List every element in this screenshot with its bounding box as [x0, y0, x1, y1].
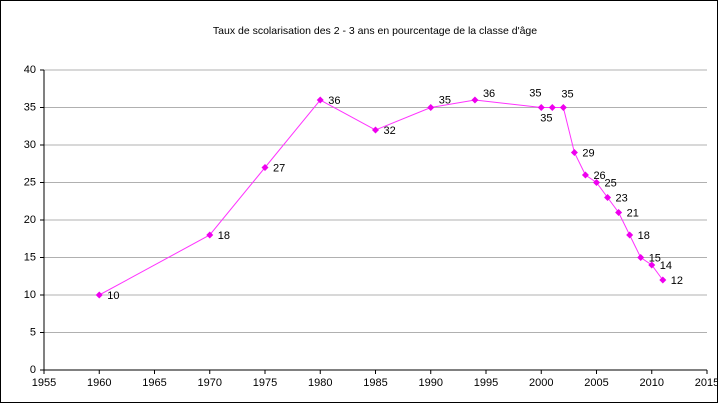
data-label: 35 — [561, 88, 573, 100]
x-tick-label: 1960 — [87, 377, 111, 389]
data-label: 10 — [107, 290, 119, 302]
data-label: 12 — [671, 275, 683, 287]
chart-title: Taux de scolarisation des 2 - 3 ans en p… — [213, 25, 537, 37]
x-tick-label: 2010 — [640, 377, 664, 389]
marker — [637, 254, 645, 261]
data-label: 26 — [593, 170, 605, 182]
data-label: 36 — [328, 95, 340, 107]
y-tick-label: 5 — [30, 326, 36, 338]
data-label: 25 — [605, 177, 617, 189]
x-tick-label: 1990 — [419, 377, 443, 389]
x-tick-label: 1970 — [198, 377, 222, 389]
marker — [316, 96, 324, 104]
marker — [648, 261, 656, 269]
marker — [626, 231, 634, 239]
x-tick-label: 1955 — [32, 377, 56, 389]
marker — [206, 231, 214, 239]
y-tick-label: 15 — [24, 251, 36, 263]
data-label: 35 — [439, 94, 451, 106]
data-label: 23 — [616, 192, 628, 204]
data-label: 36 — [483, 88, 495, 100]
marker — [471, 96, 479, 104]
x-tick-label: 1980 — [308, 377, 332, 389]
marker — [372, 126, 379, 134]
x-tick-label: 1995 — [474, 377, 498, 389]
y-tick-label: 35 — [24, 101, 36, 113]
data-label: 27 — [273, 162, 285, 174]
data-label: 32 — [384, 125, 396, 137]
marker — [548, 104, 556, 111]
marker — [581, 171, 589, 179]
x-tick-label: 2005 — [584, 377, 608, 389]
data-label: 35 — [529, 87, 541, 99]
data-label: 15 — [649, 252, 661, 264]
marker — [570, 149, 578, 156]
marker — [615, 209, 623, 216]
y-tick-label: 30 — [24, 139, 36, 151]
marker — [537, 104, 545, 111]
data-label: 14 — [660, 260, 672, 272]
x-tick-label: 1975 — [253, 377, 277, 389]
marker — [604, 194, 612, 201]
data-label: 35 — [540, 112, 552, 124]
y-tick-label: 25 — [24, 176, 36, 188]
marker — [559, 104, 567, 111]
x-tick-label: 2000 — [529, 377, 553, 389]
x-tick-label: 2015 — [695, 377, 718, 389]
x-tick-label: 1965 — [142, 377, 166, 389]
marker — [593, 179, 600, 186]
data-label: 18 — [218, 230, 230, 242]
marker — [427, 104, 435, 111]
marker — [659, 276, 667, 284]
x-tick-label: 1985 — [363, 377, 387, 389]
y-tick-label: 10 — [24, 289, 36, 301]
y-tick-label: 0 — [30, 364, 36, 376]
y-tick-label: 40 — [24, 64, 36, 76]
y-tick-label: 20 — [24, 214, 36, 226]
data-label: 18 — [638, 230, 650, 242]
marker — [95, 291, 103, 299]
data-label: 29 — [582, 147, 594, 159]
data-label: 21 — [627, 207, 639, 219]
marker — [261, 164, 269, 171]
